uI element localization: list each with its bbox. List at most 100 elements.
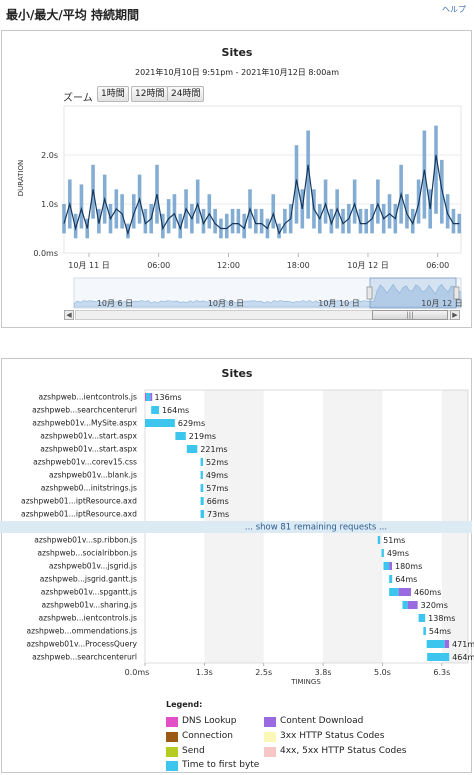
- legend-label: 3xx HTTP Status Codes: [280, 731, 385, 741]
- min-max-bar: [376, 179, 380, 224]
- min-max-bar: [387, 194, 392, 229]
- timing-segment-ttfb[interactable]: [418, 614, 426, 622]
- duration-label: 49ms: [387, 549, 409, 558]
- timing-segment-ttfb[interactable]: [200, 497, 204, 505]
- timing-segment-ttfb[interactable]: [389, 575, 393, 583]
- y-tick-label: 2.0s: [41, 151, 58, 160]
- min-max-bar: [224, 213, 229, 239]
- zoom-12h-button[interactable]: 12時間: [131, 86, 169, 102]
- timing-segment-ttfb[interactable]: [145, 419, 175, 427]
- duration-label: 629ms: [178, 419, 205, 428]
- request-name[interactable]: azshpweb01v...sp.ribbon.js: [34, 536, 137, 545]
- request-name[interactable]: azshpweb01v...MySite.aspx: [32, 419, 137, 428]
- remaining-requests-band[interactable]: [0, 521, 472, 533]
- timing-segment-ttfb[interactable]: [377, 536, 381, 544]
- request-name[interactable]: azshpweb01...iptResource.axd: [21, 510, 137, 519]
- x-tick-label: 3.8s: [315, 668, 332, 677]
- legend-label: Send: [182, 746, 205, 756]
- duration-label: 66ms: [207, 497, 229, 506]
- request-name[interactable]: azshpweb01v...sharing.js: [41, 601, 137, 610]
- scroll-left-button[interactable]: ◀: [64, 310, 74, 320]
- min-max-bar: [306, 130, 310, 219]
- request-name[interactable]: azshpweb01v...spgantt.js: [41, 588, 137, 597]
- timing-segment-content[interactable]: [407, 601, 418, 609]
- timing-segment-content[interactable]: [150, 393, 153, 401]
- legend-label: Content Download: [280, 716, 364, 726]
- timing-segment-ttfb[interactable]: [381, 549, 384, 557]
- x-tick-label: 12:00: [217, 261, 240, 270]
- legend-swatch: [264, 717, 276, 727]
- request-name[interactable]: azshpweb01...iptResource.axd: [21, 497, 137, 506]
- timing-segment-ttfb[interactable]: [200, 484, 204, 492]
- request-name[interactable]: azshpweb01v...corev15.css: [33, 458, 137, 467]
- duration-label: 138ms: [428, 614, 455, 623]
- navigator-left-handle[interactable]: [366, 286, 373, 300]
- request-name[interactable]: azshpweb...jsgrid.gantt.js: [40, 575, 137, 584]
- legend-label: Connection: [182, 731, 233, 741]
- timing-segment-ttfb[interactable]: [383, 562, 390, 570]
- x-tick-label: 2.5s: [255, 668, 272, 677]
- timing-segment-ttfb[interactable]: [423, 627, 426, 635]
- navigator-selected-range[interactable]: [369, 277, 457, 309]
- duration-label: 164ms: [162, 406, 189, 415]
- timing-segment-ttfb[interactable]: [200, 510, 205, 518]
- timeline-date-range: 2021年10月10日 9:51pm - 2021年10月12日 8:00am: [135, 68, 339, 77]
- zoom-label: ズーム: [63, 93, 93, 104]
- request-name[interactable]: azshpweb...ommendations.js: [26, 627, 137, 636]
- legend-swatch: [166, 761, 178, 771]
- timing-segment-ttfb[interactable]: [427, 653, 450, 661]
- x-tick-label: 06:00: [426, 261, 449, 270]
- min-max-bar: [277, 223, 281, 239]
- timing-segment-content[interactable]: [444, 640, 450, 648]
- request-name[interactable]: azshpweb01v...blank.js: [49, 471, 137, 480]
- timing-segment-ttfb[interactable]: [145, 393, 151, 401]
- legend-label: 4xx, 5xx HTTP Status Codes: [280, 746, 407, 756]
- min-max-bar: [259, 208, 264, 234]
- timing-segment-content[interactable]: [389, 562, 392, 570]
- min-max-bar: [201, 208, 206, 234]
- request-name[interactable]: azshpweb...ientcontrols.js: [38, 393, 137, 402]
- min-max-bar: [254, 208, 258, 234]
- request-name[interactable]: azshpweb...searchcenterurl: [32, 653, 137, 662]
- request-name[interactable]: azshpweb01v...start.aspx: [40, 432, 137, 441]
- show-remaining-requests-link[interactable]: ... show 81 remaining requests ...: [245, 523, 387, 533]
- request-name[interactable]: azshpweb01v...start.aspx: [40, 445, 137, 454]
- duration-label: 73ms: [207, 510, 229, 519]
- min-max-bar: [213, 208, 217, 234]
- scroll-right-button[interactable]: ▶: [450, 310, 460, 320]
- duration-label: 219ms: [189, 432, 216, 441]
- page-title: 最小/最大/平均 持続期間: [6, 8, 139, 22]
- legend-label: DNS Lookup: [182, 716, 237, 726]
- zoom-1h-button[interactable]: 1時間: [97, 86, 129, 102]
- request-name[interactable]: azshpweb...socialribbon.js: [37, 549, 137, 558]
- min-max-bar: [422, 130, 427, 219]
- min-max-bar: [120, 194, 124, 229]
- timing-segment-ttfb[interactable]: [389, 588, 399, 596]
- request-name[interactable]: azshpweb...ientcontrols.js: [38, 614, 137, 623]
- x-axis-label: TIMINGS: [290, 678, 321, 686]
- help-link[interactable]: ヘルプ: [442, 5, 466, 14]
- timing-segment-ttfb[interactable]: [402, 601, 408, 609]
- timing-segment-ttfb[interactable]: [186, 445, 198, 453]
- duration-label: 51ms: [383, 536, 405, 545]
- timeline-scrollbar-thumb[interactable]: |||: [372, 310, 448, 320]
- y-tick-label: 0.0ms: [33, 249, 58, 258]
- timing-segment-ttfb[interactable]: [200, 458, 204, 466]
- timing-segment-ttfb[interactable]: [200, 471, 203, 479]
- timing-segment-ttfb[interactable]: [175, 432, 186, 440]
- timing-segment-ttfb[interactable]: [151, 406, 159, 414]
- request-name[interactable]: azshpweb...searchcenterurl: [32, 406, 137, 415]
- legend-swatch: [264, 732, 276, 742]
- navigator-right-handle[interactable]: [453, 286, 460, 300]
- duration-label: 180ms: [395, 562, 422, 571]
- timing-segment-ttfb[interactable]: [426, 640, 445, 648]
- request-name[interactable]: azshpweb0...initstrings.js: [41, 484, 137, 493]
- zoom-24h-button[interactable]: 24時間: [167, 86, 205, 102]
- legend-label: Time to first byte: [182, 760, 260, 770]
- timing-segment-content[interactable]: [398, 588, 411, 596]
- min-max-bar: [62, 204, 66, 234]
- request-name[interactable]: azshpweb01v...jsgrid.js: [49, 562, 137, 571]
- duration-label: 57ms: [206, 484, 228, 493]
- request-name[interactable]: azshpweb01v...ProcessQuery: [26, 640, 137, 649]
- duration-label: 471ms: [452, 640, 474, 649]
